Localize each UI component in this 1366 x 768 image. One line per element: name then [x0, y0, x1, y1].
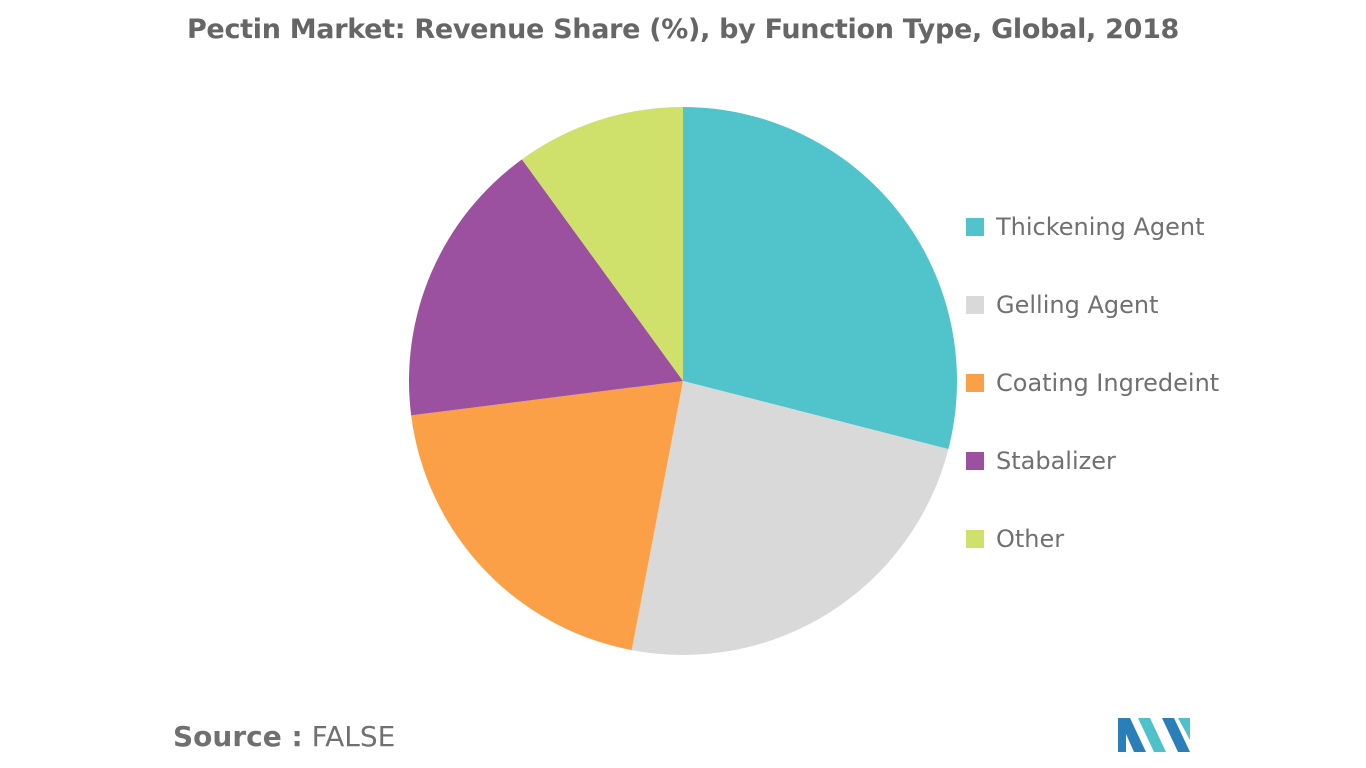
legend-swatch	[966, 218, 984, 236]
legend-label: Thickening Agent	[996, 213, 1205, 241]
legend-swatch	[966, 530, 984, 548]
legend-item-other: Other	[966, 522, 1356, 556]
legend-label: Coating Ingredeint	[996, 369, 1220, 397]
source-label: Source :	[173, 720, 303, 753]
legend-item-coating-ingredeint: Coating Ingredeint	[966, 366, 1356, 400]
legend-item-stabalizer: Stabalizer	[966, 444, 1356, 478]
legend-item-thickening-agent: Thickening Agent	[966, 210, 1356, 244]
pie-slice-coating-ingredeint	[411, 381, 683, 651]
source-value: FALSE	[311, 720, 396, 753]
pie-slice-gelling-agent	[631, 381, 949, 656]
legend-label: Stabalizer	[996, 447, 1116, 475]
pie-slice-stabalizer	[409, 159, 683, 416]
legend-item-gelling-agent: Gelling Agent	[966, 288, 1356, 322]
brand-logo-icon	[1118, 718, 1190, 752]
legend-label: Gelling Agent	[996, 291, 1159, 319]
chart-legend: Thickening Agent Gelling Agent Coating Ing…	[966, 210, 1356, 600]
legend-swatch	[966, 296, 984, 314]
source-note: Source : FALSE	[173, 720, 395, 753]
pie-slice-thickening-agent	[683, 107, 957, 450]
legend-swatch	[966, 452, 984, 470]
legend-label: Other	[996, 525, 1065, 553]
chart-title: Pectin Market: Revenue Share (%), by Fun…	[186, 14, 1180, 45]
legend-swatch	[966, 374, 984, 392]
pie-slice-other	[521, 107, 683, 381]
